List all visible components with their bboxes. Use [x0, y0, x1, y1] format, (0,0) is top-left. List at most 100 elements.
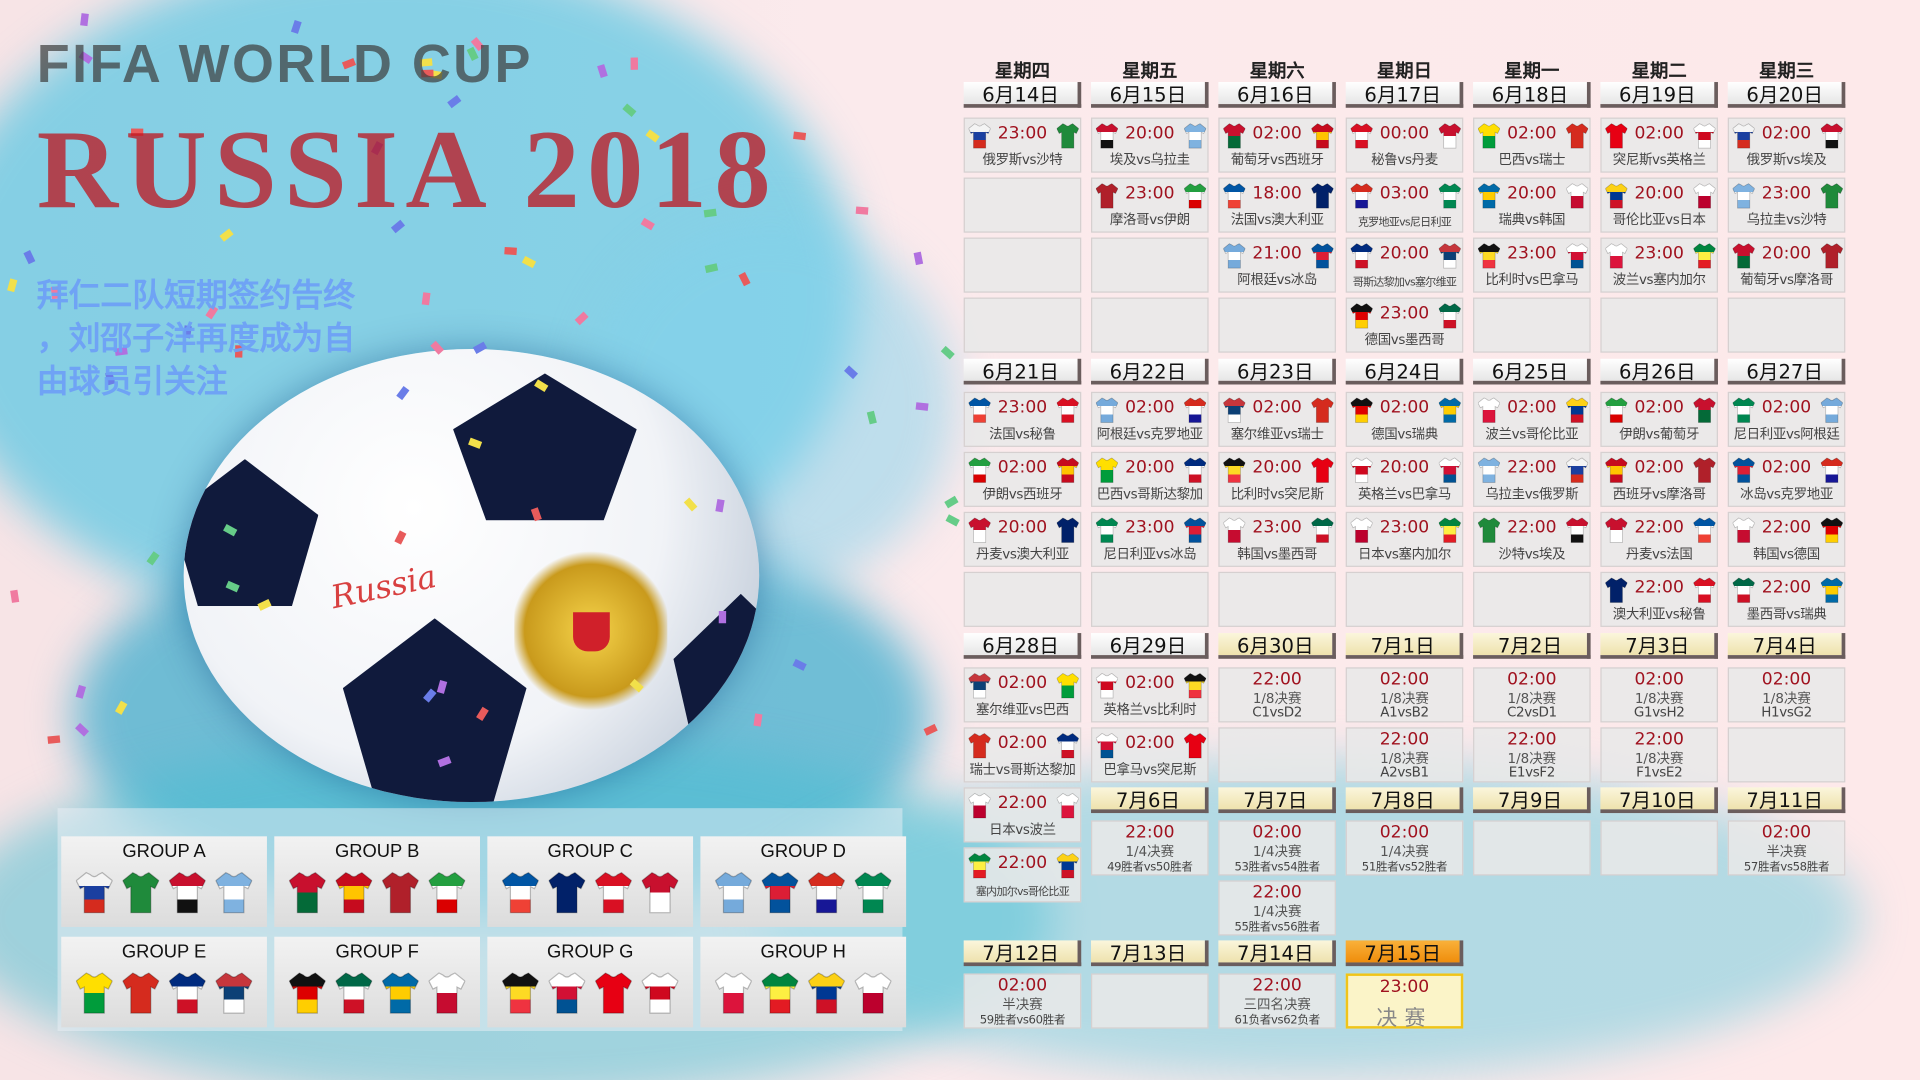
match-cell[interactable]: 22:00 1/4决赛 55胜者vs56胜者 — [1218, 880, 1336, 936]
match-cell[interactable]: 02:00 冰岛vs克罗地亚 — [1727, 451, 1846, 507]
jersey-icon — [1056, 123, 1079, 149]
match-cell[interactable]: 02:00 波兰vs哥伦比亚 — [1473, 391, 1591, 447]
match-cell[interactable]: 22:00 1/8决赛 F1vsE2 — [1600, 727, 1718, 783]
match-cell[interactable]: 02:00 半决赛 59胜者vs60胜者 — [963, 973, 1082, 1029]
match-cell[interactable]: 02:00 1/4决赛 53胜者vs54胜者 — [1218, 820, 1336, 876]
group-label: GROUP E — [121, 941, 207, 963]
match-cell[interactable]: 02:00 塞尔维亚vs巴西 — [963, 667, 1082, 723]
match-cell[interactable]: 20:00 葡萄牙vs摩洛哥 — [1727, 237, 1846, 293]
match-teams: 瑞典vs韩国 — [1498, 211, 1566, 228]
match-cell[interactable]: 22:00 1/4决赛 49胜者vs50胜者 — [1091, 820, 1209, 876]
match-teams: 法国vs澳大利亚 — [1230, 211, 1324, 228]
match-cell[interactable]: 02:00 1/8决赛 G1vsH2 — [1600, 667, 1718, 723]
match-cell[interactable]: 23:00 德国vs墨西哥 — [1345, 297, 1464, 353]
match-cell[interactable]: 02:00 瑞士vs哥斯达黎加 — [963, 727, 1082, 783]
match-time: 20:00 — [1252, 457, 1302, 478]
match-cell[interactable]: 02:00 俄罗斯vs埃及 — [1727, 117, 1846, 173]
match-cell[interactable]: 02:00 伊朗vs西班牙 — [963, 451, 1082, 507]
match-cell[interactable]: 22:00 日本vs波兰 — [963, 787, 1082, 843]
match-cell[interactable]: 22:00 1/8决赛 E1vsF2 — [1473, 727, 1591, 783]
match-time: 23:00 — [1507, 243, 1557, 264]
match-cell[interactable]: 02:00 阿根廷vs克罗地亚 — [1091, 391, 1209, 447]
date-header: 7月8日 — [1345, 787, 1464, 814]
group-label: GROUP D — [760, 841, 846, 863]
match-time: 23:00 — [1634, 243, 1684, 264]
date-header: 7月14日 — [1218, 940, 1336, 967]
jersey-icon — [1095, 397, 1118, 423]
jersey-icon — [1693, 123, 1716, 149]
match-cell[interactable]: 02:00 半决赛 57胜者vs58胜者 — [1727, 820, 1846, 876]
match-cell[interactable]: 02:00 葡萄牙vs西班牙 — [1218, 117, 1336, 173]
jersey-icon — [548, 972, 586, 1014]
match-cell[interactable]: 23:00 尼日利亚vs冰岛 — [1091, 511, 1209, 567]
match-cell[interactable]: 02:00 尼日利亚vs阿根廷 — [1727, 391, 1846, 447]
match-time: 02:00 — [1252, 397, 1302, 418]
match-time: 20:00 — [1379, 457, 1430, 478]
jersey-icon — [1350, 243, 1373, 269]
match-cell[interactable]: 22:00 1/8决赛 C1vsD2 — [1218, 667, 1336, 723]
match-cell[interactable]: 02:00 伊朗vs葡萄牙 — [1600, 391, 1718, 447]
match-time: 02:00 — [1507, 397, 1557, 418]
match-time: 23:00 — [1125, 517, 1175, 538]
match-pair: 53胜者vs54胜者 — [1234, 860, 1320, 875]
match-cell[interactable]: 20:00 比利时vs突尼斯 — [1218, 451, 1336, 507]
match-cell[interactable]: 22:00 塞内加尔vs哥伦比亚 — [963, 847, 1082, 903]
match-cell[interactable]: 22:00 澳大利亚vs秘鲁 — [1600, 571, 1718, 627]
match-time: 22:00 — [1634, 729, 1684, 750]
match-cell[interactable]: 02:00 塞尔维亚vs瑞士 — [1218, 391, 1336, 447]
match-cell[interactable]: 02:00 巴拿马vs突尼斯 — [1091, 727, 1209, 783]
jersey-icon — [1820, 577, 1843, 603]
jersey-icon — [502, 871, 539, 914]
match-cell[interactable]: 20:00 哥伦比亚vs日本 — [1600, 177, 1718, 233]
match-cell[interactable]: 23:00 乌拉圭vs沙特 — [1727, 177, 1846, 233]
match-cell[interactable]: 23:00 日本vs塞内加尔 — [1345, 511, 1464, 567]
date-header: 7月6日 — [1091, 787, 1209, 814]
match-teams: 波兰vs塞内加尔 — [1612, 271, 1706, 288]
jersey-icon — [1693, 517, 1716, 543]
match-cell[interactable]: 02:00 西班牙vs摩洛哥 — [1600, 451, 1718, 507]
jersey-icon — [968, 397, 991, 423]
match-cell[interactable]: 20:00 哥斯达黎加vs塞尔维亚 — [1345, 237, 1464, 293]
weekday-label: 星期一 — [1504, 60, 1560, 83]
match-cell[interactable]: 02:00 1/8决赛 A1vsB2 — [1345, 667, 1464, 723]
match-cell[interactable]: 20:00 丹麦vs澳大利亚 — [963, 511, 1082, 567]
match-cell[interactable]: 23:00 摩洛哥vs伊朗 — [1091, 177, 1209, 233]
match-cell[interactable]: 00:00 秘鲁vs丹麦 — [1345, 117, 1464, 173]
match-cell[interactable]: 22:00 1/8决赛 A2vsB1 — [1345, 727, 1464, 783]
match-cell[interactable]: 20:00 巴西vs哥斯达黎加 — [1091, 451, 1209, 507]
jersey-icon — [1350, 517, 1373, 543]
match-cell[interactable]: 22:00 韩国vs德国 — [1727, 511, 1846, 567]
match-cell[interactable]: 22:00 沙特vs埃及 — [1473, 511, 1591, 567]
match-cell[interactable]: 20:00 瑞典vs韩国 — [1473, 177, 1591, 233]
match-teams: 尼日利亚vs阿根廷 — [1733, 426, 1840, 443]
match-cell[interactable]: 02:00 巴西vs瑞士 — [1473, 117, 1591, 173]
match-cell[interactable]: 02:00 德国vs瑞典 — [1345, 391, 1464, 447]
match-cell[interactable]: 21:00 阿根廷vs冰岛 — [1218, 237, 1336, 293]
match-cell[interactable]: 02:00 突尼斯vs英格兰 — [1600, 117, 1718, 173]
match-cell[interactable]: 02:00 1/4决赛 51胜者vs52胜者 — [1345, 820, 1464, 876]
group-card: GROUP B — [274, 836, 481, 927]
jersey-icon — [1311, 397, 1334, 423]
jersey-icon — [75, 972, 113, 1014]
match-cell[interactable]: 23:00 比利时vs巴拿马 — [1473, 237, 1591, 293]
match-cell[interactable]: 02:00 1/8决赛 C2vsD1 — [1473, 667, 1591, 723]
match-cell[interactable]: 22:00 墨西哥vs瑞典 — [1727, 571, 1846, 627]
match-cell[interactable]: 22:00 丹麦vs法国 — [1600, 511, 1718, 567]
match-cell[interactable]: 23:00 决赛 — [1345, 973, 1464, 1031]
match-cell[interactable]: 22:00 三四名决赛 61负者vs62负者 — [1218, 973, 1336, 1029]
match-cell[interactable]: 03:00 克罗地亚vs尼日利亚 — [1345, 177, 1464, 233]
match-cell[interactable]: 18:00 法国vs澳大利亚 — [1218, 177, 1336, 233]
empty-cell — [1345, 571, 1464, 627]
match-pair: A1vsB2 — [1380, 704, 1429, 721]
empty-cell — [963, 571, 1082, 627]
match-cell[interactable]: 02:00 1/8决赛 H1vsG2 — [1727, 667, 1846, 723]
jersey-icon — [1095, 457, 1118, 483]
match-cell[interactable]: 22:00 乌拉圭vs俄罗斯 — [1473, 451, 1591, 507]
match-cell[interactable]: 23:00 波兰vs塞内加尔 — [1600, 237, 1718, 293]
match-cell[interactable]: 02:00 英格兰vs比利时 — [1091, 667, 1209, 723]
match-cell[interactable]: 23:00 俄罗斯vs沙特 — [963, 117, 1082, 173]
match-cell[interactable]: 20:00 英格兰vs巴拿马 — [1345, 451, 1464, 507]
match-cell[interactable]: 23:00 韩国vs墨西哥 — [1218, 511, 1336, 567]
match-cell[interactable]: 20:00 埃及vs乌拉圭 — [1091, 117, 1209, 173]
match-cell[interactable]: 23:00 法国vs秘鲁 — [963, 391, 1082, 447]
